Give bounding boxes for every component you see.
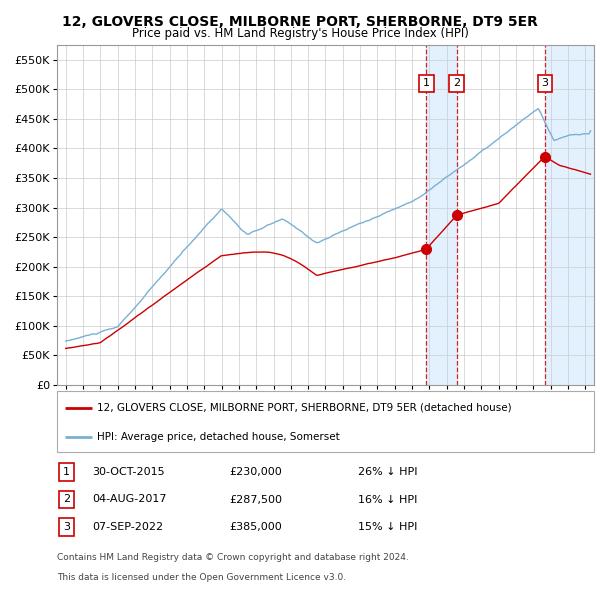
Text: 07-SEP-2022: 07-SEP-2022	[92, 522, 163, 532]
Text: 12, GLOVERS CLOSE, MILBORNE PORT, SHERBORNE, DT9 5ER: 12, GLOVERS CLOSE, MILBORNE PORT, SHERBO…	[62, 15, 538, 29]
Text: 04-AUG-2017: 04-AUG-2017	[92, 494, 166, 504]
Text: 30-OCT-2015: 30-OCT-2015	[92, 467, 164, 477]
FancyBboxPatch shape	[57, 391, 594, 452]
Text: 3: 3	[541, 78, 548, 88]
Bar	[545, 45, 594, 385]
Text: 2: 2	[453, 78, 460, 88]
Text: Price paid vs. HM Land Registry's House Price Index (HPI): Price paid vs. HM Land Registry's House …	[131, 27, 469, 40]
Text: 1: 1	[423, 78, 430, 88]
Bar	[427, 45, 457, 385]
Text: Contains HM Land Registry data © Crown copyright and database right 2024.: Contains HM Land Registry data © Crown c…	[57, 553, 409, 562]
Text: 16% ↓ HPI: 16% ↓ HPI	[358, 494, 417, 504]
Text: 12, GLOVERS CLOSE, MILBORNE PORT, SHERBORNE, DT9 5ER (detached house): 12, GLOVERS CLOSE, MILBORNE PORT, SHERBO…	[97, 402, 512, 412]
Text: HPI: Average price, detached house, Somerset: HPI: Average price, detached house, Some…	[97, 432, 340, 442]
Text: 15% ↓ HPI: 15% ↓ HPI	[358, 522, 417, 532]
Text: £385,000: £385,000	[229, 522, 281, 532]
Text: 1: 1	[63, 467, 70, 477]
Text: £287,500: £287,500	[229, 494, 282, 504]
Text: £230,000: £230,000	[229, 467, 281, 477]
Text: This data is licensed under the Open Government Licence v3.0.: This data is licensed under the Open Gov…	[57, 573, 346, 582]
Text: 3: 3	[63, 522, 70, 532]
Text: 2: 2	[63, 494, 70, 504]
Text: 26% ↓ HPI: 26% ↓ HPI	[358, 467, 417, 477]
